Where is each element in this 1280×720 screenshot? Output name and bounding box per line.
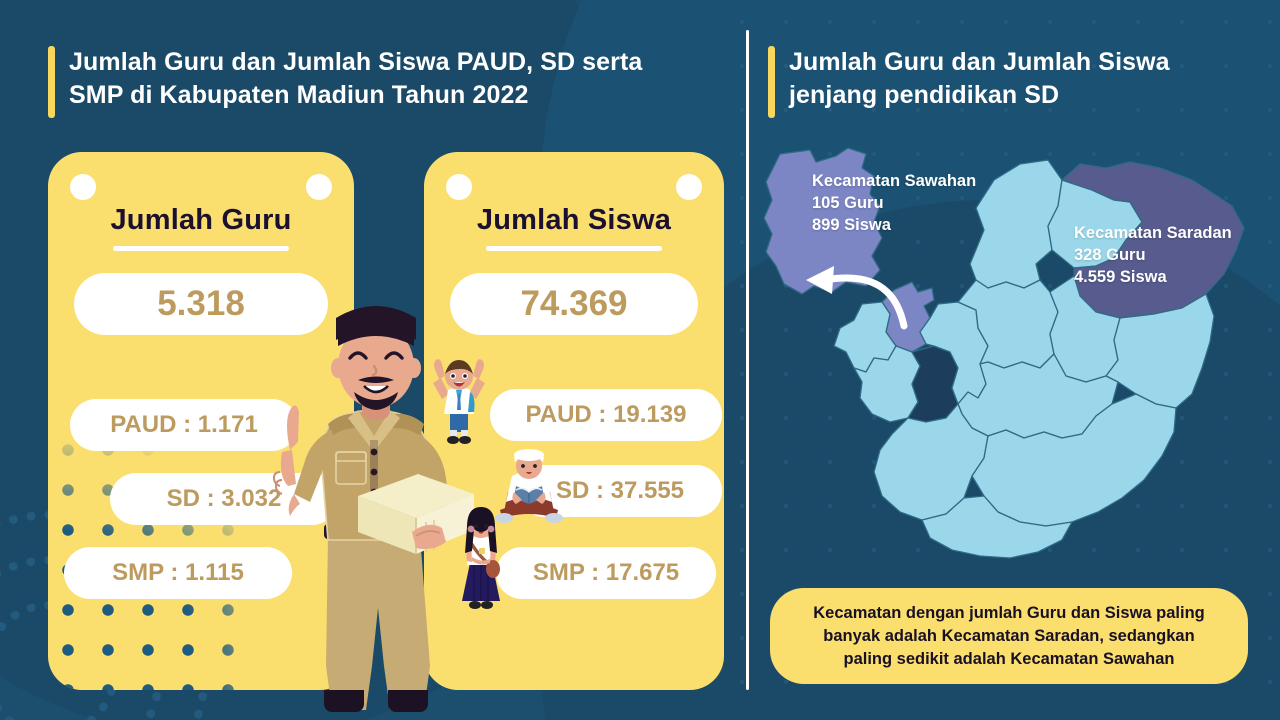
siswa-smp-value: SMP : 17.675: [496, 547, 716, 599]
map-region-south-east: [971, 393, 1177, 527]
stat-card-jumlah-siswa: Jumlah Siswa 74.369 PAUD : 19.139 SD : 3…: [424, 152, 724, 690]
total-siswa-value: 74.369: [450, 273, 698, 335]
siswa-paud-value: PAUD : 19.139: [490, 389, 722, 441]
punch-hole-left-icon: [446, 174, 472, 200]
map-region-kota-madiun-enclave: [907, 345, 959, 423]
guru-smp-value: SMP : 1.115: [64, 547, 292, 599]
total-guru-value: 5.318: [74, 273, 328, 335]
kabupaten-madiun-map: [763, 147, 1245, 559]
map-region-east-1: [1105, 293, 1215, 409]
stat-card-jumlah-guru: Jumlah Guru 5.318 PAUD : 1.171 SD : 3.03…: [48, 152, 354, 690]
panel-divider: [746, 30, 749, 690]
card-title-siswa: Jumlah Siswa: [476, 204, 672, 236]
card-header: Jumlah Guru: [48, 152, 354, 251]
map-caption-box: Kecamatan dengan jumlah Guru dan Siswa p…: [770, 588, 1248, 685]
card-title-guru: Jumlah Guru: [110, 204, 292, 236]
map-region-south-tip: [921, 495, 1073, 559]
card-header: Jumlah Siswa: [424, 152, 724, 251]
siswa-sd-value: SD : 37.555: [518, 465, 722, 517]
map-region-sawahan-inset: [763, 147, 883, 295]
left-title-text: Jumlah Guru dan Jumlah Siswa PAUD, SD se…: [69, 48, 643, 109]
punch-hole-left-icon: [70, 174, 96, 200]
title-accent-bar: [768, 46, 775, 118]
punch-hole-right-icon: [676, 174, 702, 200]
right-title-text: Jumlah Guru dan Jumlah Siswa jenjang pen…: [789, 48, 1170, 109]
map-label-sawahan: Kecamatan Sawahan 105 Guru 899 Siswa: [812, 172, 977, 235]
title-accent-bar: [48, 46, 55, 118]
guru-paud-value: PAUD : 1.171: [70, 399, 298, 451]
map-pointer-arrow-icon: [820, 274, 908, 330]
card-title-rule: [113, 246, 289, 251]
map-label-saradan: Kecamatan Saradan 328 Guru 4.559 Siswa: [1074, 224, 1232, 287]
map-region-south-west: [873, 403, 989, 521]
map-region-north-1: [969, 159, 1063, 289]
card-title-rule: [486, 246, 662, 251]
left-panel-title: Jumlah Guru dan Jumlah Siswa PAUD, SD se…: [48, 46, 728, 118]
guru-sd-value: SD : 3.032: [110, 473, 338, 525]
right-panel-title: Jumlah Guru dan Jumlah Siswa jenjang pen…: [768, 46, 1238, 118]
punch-hole-right-icon: [306, 174, 332, 200]
map-pointer-arrowhead-icon: [806, 266, 834, 294]
